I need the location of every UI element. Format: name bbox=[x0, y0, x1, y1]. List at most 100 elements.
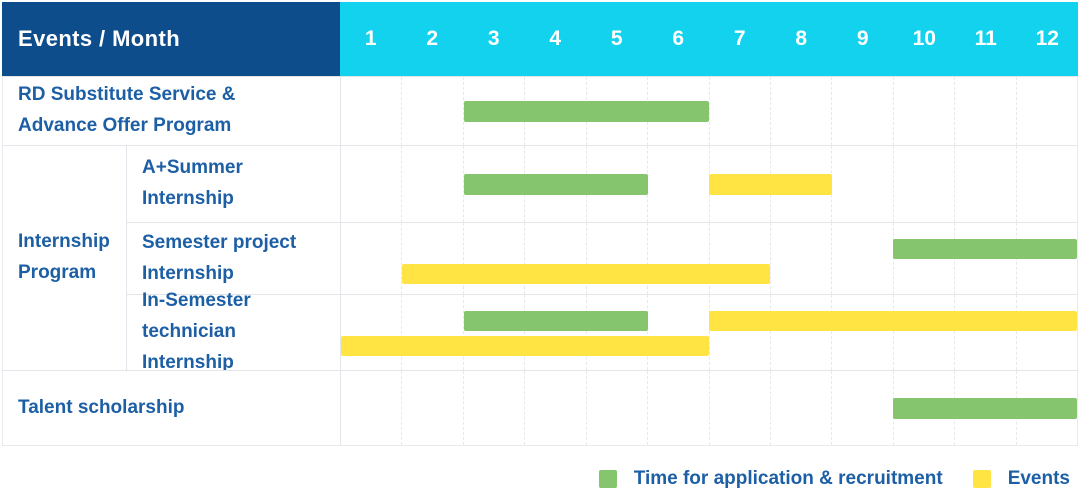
green-bar bbox=[463, 311, 648, 331]
green-bar bbox=[463, 101, 709, 122]
row-chart-talent-scholarship bbox=[341, 370, 1077, 445]
legend-item-yellow: Events bbox=[972, 468, 1070, 490]
month-gridlines bbox=[341, 295, 1077, 370]
month-header-cell-10: 10 bbox=[893, 2, 955, 76]
month-gridcell bbox=[832, 371, 894, 445]
month-header-cell-4: 4 bbox=[524, 2, 586, 76]
row-chart-semester-project bbox=[341, 222, 1077, 294]
month-gridcell bbox=[955, 77, 1017, 145]
month-gridcell bbox=[955, 295, 1017, 370]
month-header-label: 8 bbox=[795, 27, 808, 50]
row-label-in-semester: In-Semester technician Internship bbox=[127, 290, 341, 373]
row-label-line: In-Semester bbox=[142, 290, 251, 312]
month-header-label: 12 bbox=[1035, 27, 1059, 50]
month-header-label: 6 bbox=[672, 27, 685, 50]
month-gridcell bbox=[710, 223, 771, 294]
table-title: Events / Month bbox=[18, 26, 181, 51]
month-header-cell-9: 9 bbox=[832, 2, 894, 76]
month-gridcell bbox=[402, 223, 464, 294]
row-label-line: Internship bbox=[142, 262, 234, 284]
group-label-line: Program bbox=[18, 262, 97, 283]
month-gridcell bbox=[587, 295, 649, 370]
gantt-schedule: Events / Month 1 2 3 4 5 6 7 8 9 10 11 12 RD Substi… bbox=[2, 2, 1078, 446]
month-header-cell-12: 12 bbox=[1016, 2, 1078, 76]
month-gridcell bbox=[525, 295, 587, 370]
row-chart-in-semester bbox=[341, 294, 1077, 370]
month-gridcell bbox=[648, 146, 710, 222]
month-gridcell bbox=[832, 77, 894, 145]
row-chart-rd-substitute bbox=[341, 76, 1077, 145]
legend: Time for application & recruitment Events bbox=[0, 448, 1076, 497]
month-gridcell bbox=[464, 295, 526, 370]
month-gridcell bbox=[648, 223, 710, 294]
month-gridcell bbox=[771, 295, 833, 370]
row-label-line: Internship bbox=[142, 188, 234, 209]
legend-swatch-green bbox=[598, 469, 617, 488]
month-header-label: 5 bbox=[610, 27, 623, 50]
month-gridcell bbox=[402, 146, 464, 222]
month-header-label: 4 bbox=[549, 27, 562, 50]
green-bar bbox=[893, 398, 1077, 419]
month-gridcell bbox=[402, 77, 464, 145]
month-header-cell-7: 7 bbox=[709, 2, 771, 76]
row-label-line: A+Summer bbox=[142, 157, 243, 179]
row-label-talent-scholarship: Talent scholarship bbox=[3, 370, 341, 445]
month-gridcell bbox=[341, 223, 403, 294]
month-header-cell-2: 2 bbox=[401, 2, 463, 76]
group-label-internship-program: Internship Program bbox=[3, 145, 127, 370]
month-gridcell bbox=[464, 371, 526, 445]
month-gridcell bbox=[1017, 295, 1077, 370]
month-header-label: 1 bbox=[364, 27, 377, 50]
month-header-label: 3 bbox=[487, 27, 500, 50]
month-gridcell bbox=[710, 371, 771, 445]
month-gridcell bbox=[648, 371, 710, 445]
month-gridcell bbox=[402, 295, 464, 370]
row-label-line: Semester project bbox=[142, 231, 297, 253]
month-gridcell bbox=[525, 371, 587, 445]
green-bar bbox=[893, 239, 1077, 259]
table-body: RD Substitute Service & Advance Offer Pro… bbox=[2, 76, 1078, 446]
month-gridcell bbox=[771, 223, 833, 294]
month-header-label: 10 bbox=[912, 27, 936, 50]
month-header-label: 2 bbox=[426, 27, 439, 50]
month-gridcell bbox=[771, 77, 833, 145]
month-gridcell bbox=[587, 371, 649, 445]
month-gridcell bbox=[832, 295, 894, 370]
month-gridcell bbox=[341, 295, 403, 370]
yellow-bar bbox=[341, 336, 709, 356]
month-gridcell bbox=[832, 223, 894, 294]
row-label-line: Advance Offer Program bbox=[18, 115, 232, 136]
month-gridcell bbox=[464, 223, 526, 294]
month-gridcell bbox=[894, 77, 956, 145]
month-header-cell-8: 8 bbox=[770, 2, 832, 76]
month-gridcell bbox=[832, 146, 894, 222]
row-label-semester-project: Semester project Internship bbox=[127, 222, 341, 294]
table-title-cell: Events / Month bbox=[2, 2, 340, 76]
green-bar bbox=[463, 174, 648, 195]
month-gridcell bbox=[525, 223, 587, 294]
group-label-line: Internship bbox=[18, 231, 110, 253]
month-gridcell bbox=[341, 146, 403, 222]
month-gridcell bbox=[955, 146, 1017, 222]
month-header-cell-6: 6 bbox=[647, 2, 709, 76]
month-gridcell bbox=[710, 77, 771, 145]
legend-swatch-yellow bbox=[972, 469, 991, 488]
month-gridcell bbox=[648, 295, 710, 370]
month-header-label: 11 bbox=[974, 27, 997, 50]
month-gridcell bbox=[1017, 146, 1077, 222]
month-gridcell bbox=[1017, 77, 1077, 145]
yellow-bar bbox=[709, 174, 832, 195]
month-header-label: 9 bbox=[856, 27, 869, 50]
row-label-line: Talent scholarship bbox=[18, 396, 185, 418]
month-gridcell bbox=[894, 146, 956, 222]
month-gridcell bbox=[402, 371, 464, 445]
yellow-bar bbox=[402, 264, 771, 284]
month-header-label: 7 bbox=[733, 27, 746, 50]
month-gridcell bbox=[648, 77, 710, 145]
row-label-line: RD Substitute Service & bbox=[18, 84, 236, 106]
month-gridcell bbox=[771, 146, 833, 222]
month-header-cell-5: 5 bbox=[586, 2, 648, 76]
row-label-a-plus-summer: A+Summer Internship bbox=[127, 145, 341, 222]
row-label-line: technician Internship bbox=[142, 321, 236, 373]
row-label-rd-substitute: RD Substitute Service & Advance Offer Pro… bbox=[3, 76, 341, 145]
